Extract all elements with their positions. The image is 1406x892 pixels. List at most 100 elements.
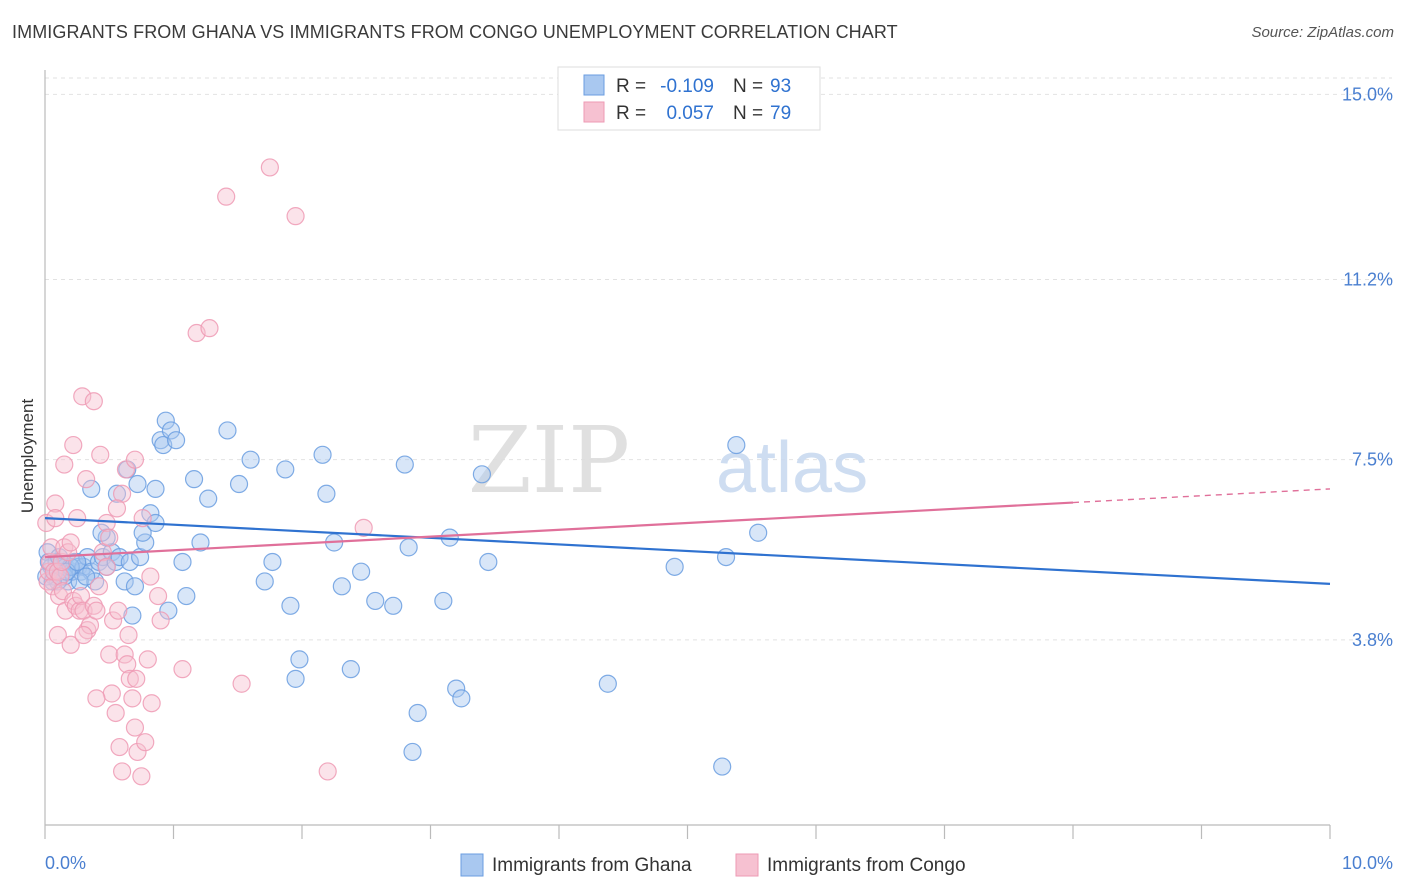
ghana-point	[218, 421, 237, 440]
ghana-point	[229, 474, 249, 494]
congo-point	[132, 767, 151, 786]
ghana-point	[166, 431, 186, 450]
congo-point	[87, 689, 106, 708]
ghana-point	[161, 421, 181, 440]
n-value: 79	[770, 103, 791, 124]
congo-point	[119, 625, 138, 645]
ghana-point	[341, 660, 360, 679]
congo-point	[151, 611, 170, 630]
congo-point	[68, 509, 87, 528]
congo-point	[107, 499, 127, 518]
ghana-point	[199, 489, 218, 508]
congo-point	[61, 635, 80, 654]
ghana-point	[598, 674, 617, 693]
congo-point	[136, 733, 155, 752]
congo-point	[173, 660, 192, 679]
ghana-point	[716, 547, 736, 567]
congo-point	[217, 187, 236, 206]
ghana-point	[332, 577, 351, 596]
congo-point	[104, 611, 123, 630]
r-value: -0.109	[660, 76, 714, 97]
ghana-point	[452, 689, 471, 708]
ghana-point	[317, 484, 336, 503]
ghana-point	[173, 552, 192, 572]
ghana-point	[352, 562, 371, 581]
ghana-point	[727, 435, 746, 455]
ghana-point	[399, 538, 418, 557]
axes	[44, 70, 1331, 839]
congo-point	[61, 533, 80, 552]
congo-point	[100, 528, 119, 547]
ghana-point	[159, 601, 178, 620]
n-label: N =	[733, 103, 763, 124]
congo-point	[91, 445, 110, 464]
congo-point	[100, 645, 119, 664]
ghana-point	[384, 596, 403, 615]
congo-point	[318, 762, 337, 781]
legend-ghana-label: Immigrants from Ghana	[492, 855, 692, 876]
x-tick-label-max: 10.0%	[1342, 853, 1393, 873]
data-points	[37, 158, 768, 786]
congo-point	[125, 718, 145, 737]
legend: Immigrants from Ghana Immigrants from Con…	[460, 853, 966, 877]
congo-point	[120, 669, 139, 688]
ghana-point	[281, 596, 300, 615]
y-tick-label: 15.0%	[1342, 84, 1393, 104]
congo-point	[77, 470, 96, 489]
x-tick-label-min: 0.0%	[45, 853, 86, 873]
congo-point	[232, 674, 251, 693]
ghana-point	[313, 445, 332, 464]
congo-point	[148, 586, 168, 606]
ghana-point	[255, 572, 274, 591]
congo-point	[106, 703, 125, 723]
x-tick-labels: 0.0% 10.0%	[45, 853, 1393, 873]
stats-box: R = -0.109 N = 93 R = 0.057 N = 79	[557, 66, 821, 131]
ghana-point	[366, 591, 385, 611]
congo-point	[286, 207, 305, 226]
y-tick-label: 11.2%	[1343, 269, 1393, 289]
congo-point	[48, 562, 67, 581]
ghana-point	[403, 742, 422, 762]
congo-point	[46, 494, 65, 513]
ghana-point	[395, 455, 414, 474]
congo-point	[141, 567, 160, 586]
ghana-point	[241, 450, 260, 469]
congo-trend-line	[44, 501, 1074, 559]
ghana-point	[191, 533, 210, 552]
r-label: R =	[616, 103, 646, 124]
congo-point	[102, 684, 121, 703]
ghana-point	[128, 474, 147, 494]
congo-swatch	[583, 101, 605, 123]
congo-point	[84, 596, 103, 615]
legend-congo-label: Immigrants from Congo	[767, 855, 966, 876]
r-value: 0.057	[666, 103, 714, 124]
watermark-zip: ZIP	[468, 407, 630, 514]
y-tick-labels: 3.8% 7.5% 11.2% 15.0%	[1342, 84, 1393, 650]
r-label: R =	[616, 76, 646, 97]
n-label: N =	[733, 76, 763, 97]
ghana-point	[665, 557, 684, 576]
ghana-point	[408, 703, 427, 723]
watermark-atlas: atlas	[716, 428, 868, 508]
trend-lines	[44, 488, 1331, 585]
watermark: ZIP atlas	[468, 407, 868, 514]
ghana-point	[749, 523, 768, 542]
legend-ghana-swatch	[460, 853, 484, 877]
ghana-point	[115, 572, 134, 591]
ghana-swatch	[583, 74, 605, 96]
y-tick-label: 7.5%	[1352, 450, 1393, 470]
congo-point	[128, 742, 147, 762]
congo-point	[109, 601, 128, 620]
ghana-point	[82, 479, 101, 499]
congo-point	[110, 737, 129, 757]
congo-point	[260, 158, 279, 177]
ghana-point	[434, 591, 453, 611]
ghana-point	[184, 470, 204, 489]
ghana-point	[286, 669, 305, 688]
congo-point	[48, 625, 67, 645]
congo-point	[118, 655, 137, 674]
congo-point	[74, 625, 93, 645]
ghana-point	[125, 577, 145, 596]
congo-point	[200, 319, 219, 338]
